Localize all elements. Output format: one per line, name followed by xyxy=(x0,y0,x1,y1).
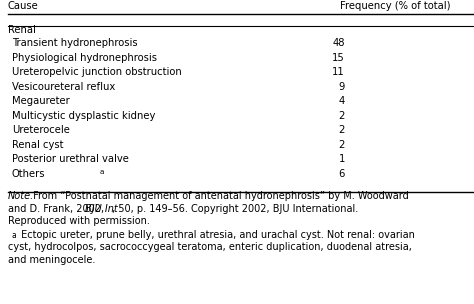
Text: Ectopic ureter, prune belly, urethral atresia, and urachal cyst. Not renal: ovar: Ectopic ureter, prune belly, urethral at… xyxy=(18,230,415,240)
Text: From “Postnatal management of antenatal hydronephrosis” by M. Woodward: From “Postnatal management of antenatal … xyxy=(30,191,409,201)
Text: a: a xyxy=(100,168,104,174)
Text: 2: 2 xyxy=(338,111,345,121)
Text: 1: 1 xyxy=(338,154,345,164)
Text: Cause: Cause xyxy=(8,1,39,11)
Text: Reproduced with permission.: Reproduced with permission. xyxy=(8,216,150,226)
Text: Physiological hydronephrosis: Physiological hydronephrosis xyxy=(12,53,157,63)
Text: 9: 9 xyxy=(338,81,345,92)
Text: 2: 2 xyxy=(338,140,345,150)
Text: 2: 2 xyxy=(338,125,345,135)
Text: 15: 15 xyxy=(332,53,345,63)
Text: and D. Frank, 2002,: and D. Frank, 2002, xyxy=(8,204,107,213)
Text: Note.: Note. xyxy=(8,191,34,201)
Text: Ureteropelvic junction obstruction: Ureteropelvic junction obstruction xyxy=(12,67,182,77)
Text: a: a xyxy=(12,230,17,240)
Text: Others: Others xyxy=(12,168,46,178)
Text: 4: 4 xyxy=(339,96,345,106)
Text: 11: 11 xyxy=(332,67,345,77)
Text: and meningocele.: and meningocele. xyxy=(8,254,95,264)
Text: Transient hydronephrosis: Transient hydronephrosis xyxy=(12,38,137,48)
Text: Frequency (% of total): Frequency (% of total) xyxy=(340,1,450,11)
Text: Vesicoureteral reflux: Vesicoureteral reflux xyxy=(12,81,115,92)
Text: 48: 48 xyxy=(332,38,345,48)
Text: Renal cyst: Renal cyst xyxy=(12,140,64,150)
Text: cyst, hydrocolpos, sacrococcygeal teratoma, enteric duplication, duodenal atresi: cyst, hydrocolpos, sacrococcygeal terato… xyxy=(8,242,412,252)
Text: 6: 6 xyxy=(338,168,345,178)
Text: Megaureter: Megaureter xyxy=(12,96,70,106)
Text: , 50, p. 149–56. Copyright 2002, BJU International.: , 50, p. 149–56. Copyright 2002, BJU Int… xyxy=(112,204,358,213)
Text: Ureterocele: Ureterocele xyxy=(12,125,70,135)
Text: Posterior urethral valve: Posterior urethral valve xyxy=(12,154,129,164)
Text: BJU Int: BJU Int xyxy=(85,204,118,213)
Text: Renal: Renal xyxy=(8,25,36,35)
Text: Multicystic dysplastic kidney: Multicystic dysplastic kidney xyxy=(12,111,155,121)
